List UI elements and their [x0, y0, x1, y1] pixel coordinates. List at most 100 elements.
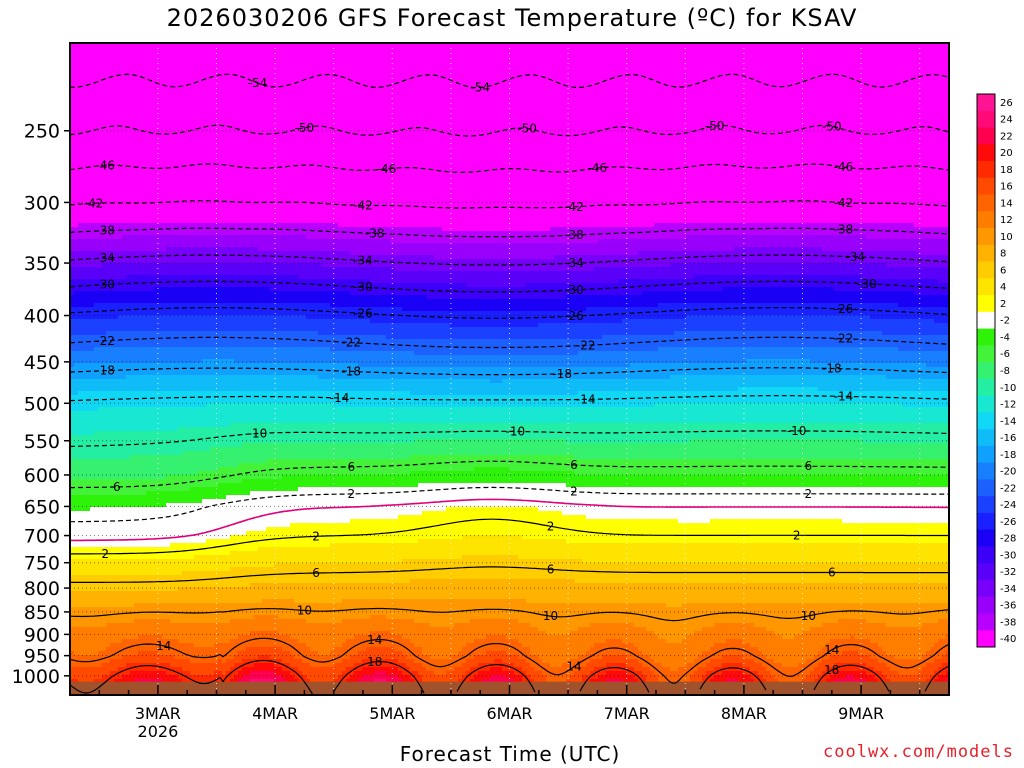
field-cell: [122, 571, 127, 576]
field-cell: [170, 643, 175, 648]
field-cell: [170, 495, 175, 500]
field-cell: [158, 571, 163, 576]
field-cell: [154, 275, 159, 280]
field-cell: [142, 523, 147, 528]
field-cell: [94, 563, 99, 568]
field-cell: [146, 491, 151, 496]
field-cell: [78, 267, 83, 272]
field-cell: [98, 59, 103, 64]
field-cell: [186, 523, 191, 528]
field-cell: [94, 203, 99, 208]
field-cell: [106, 523, 111, 528]
field-cell: [118, 411, 123, 416]
field-cell: [182, 679, 187, 684]
field-cell: [178, 403, 183, 408]
field-cell: [174, 207, 179, 212]
field-cell: [106, 339, 111, 344]
field-cell: [118, 463, 123, 468]
field-cell: [106, 99, 111, 104]
field-cell: [154, 459, 159, 464]
field-cell: [102, 655, 107, 660]
field-cell: [142, 539, 147, 544]
field-cell: [74, 583, 79, 588]
field-cell: [70, 99, 75, 104]
field-cell: [138, 359, 143, 364]
field-cell: [162, 471, 167, 476]
field-cell: [178, 175, 183, 180]
field-cell: [78, 391, 83, 396]
field-cell: [86, 663, 91, 668]
field-cell: [150, 75, 155, 80]
field-cell: [110, 99, 115, 104]
field-cell: [122, 539, 127, 544]
field-cell: [178, 599, 183, 604]
field-cell: [110, 495, 115, 500]
field-cell: [110, 199, 115, 204]
field-cell: [98, 599, 103, 604]
field-cell: [186, 491, 191, 496]
field-cell: [162, 267, 167, 272]
field-cell: [178, 595, 183, 600]
field-cell: [130, 663, 135, 668]
field-cell: [150, 579, 155, 584]
field-cell: [170, 143, 175, 148]
field-cell: [82, 159, 87, 164]
field-cell: [142, 115, 147, 120]
field-cell: [94, 271, 99, 276]
field-cell: [118, 595, 123, 600]
field-cell: [94, 159, 99, 164]
field-cell: [174, 315, 179, 320]
field-cell: [94, 547, 99, 552]
field-cell: [98, 567, 103, 572]
field-cell: [170, 67, 175, 72]
field-cell: [106, 143, 111, 148]
field-cell: [106, 583, 111, 588]
field-cell: [154, 375, 159, 380]
field-cell: [166, 267, 171, 272]
field-cell: [102, 327, 107, 332]
field-cell: [102, 539, 107, 544]
field-cell: [170, 59, 175, 64]
field-cell: [78, 379, 83, 384]
field-cell: [90, 219, 95, 224]
field-cell: [94, 415, 99, 420]
field-cell: [146, 483, 151, 488]
field-cell: [74, 639, 79, 644]
field-cell: [118, 603, 123, 608]
field-cell: [186, 207, 191, 212]
field-cell: [118, 511, 123, 516]
field-cell: [86, 175, 91, 180]
field-cell: [102, 435, 107, 440]
field-cell: [186, 551, 191, 556]
field-cell: [170, 183, 175, 188]
field-cell: [126, 491, 131, 496]
field-cell: [178, 135, 183, 140]
field-cell: [178, 487, 183, 492]
field-cell: [90, 87, 95, 92]
field-cell: [162, 55, 167, 60]
field-cell: [186, 531, 191, 536]
field-cell: [106, 323, 111, 328]
field-cell: [90, 347, 95, 352]
field-cell: [134, 207, 139, 212]
field-cell: [102, 375, 107, 380]
field-cell: [162, 515, 167, 520]
field-cell: [90, 599, 95, 604]
field-cell: [146, 339, 151, 344]
field-cell: [86, 495, 91, 500]
field-cell: [90, 251, 95, 256]
field-cell: [78, 551, 83, 556]
field-cell: [78, 403, 83, 408]
field-cell: [146, 623, 151, 628]
field-cell: [74, 187, 79, 192]
field-cell: [142, 603, 147, 608]
field-cell: [114, 123, 119, 128]
field-cell: [158, 667, 163, 672]
field-cell: [150, 383, 155, 388]
field-cell: [98, 103, 103, 108]
field-cell: [178, 107, 183, 112]
field-cell: [130, 567, 135, 572]
field-cell: [86, 647, 91, 652]
field-cell: [114, 63, 119, 68]
field-cell: [150, 263, 155, 268]
